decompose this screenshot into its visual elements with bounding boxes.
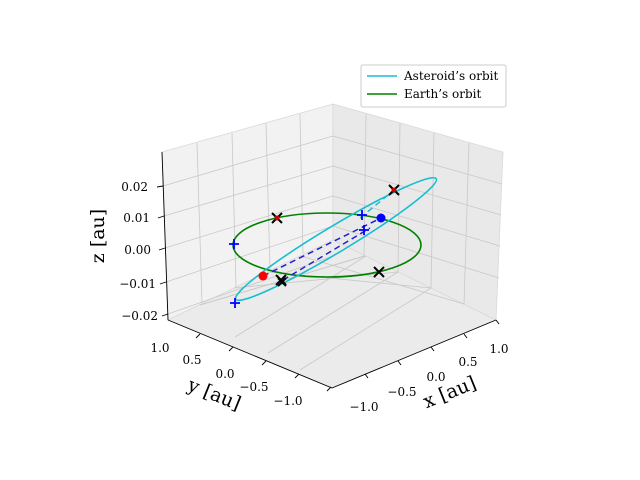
grid-line	[164, 195, 334, 249]
grid-line	[299, 113, 304, 255]
x-marker	[373, 266, 385, 278]
red-dot-marker	[274, 215, 280, 221]
plus-marker	[229, 239, 239, 249]
dashed-line-cyan	[359, 190, 394, 219]
z-tick-label: 0.01	[123, 211, 150, 225]
dashed-line-blue	[262, 217, 382, 277]
plus-marker	[230, 298, 240, 308]
dashed-line-blue	[282, 227, 371, 281]
legend-label-asteroid: Asteroid’s orbit	[403, 69, 498, 83]
z-tick-label: −0.01	[119, 277, 156, 291]
y-tick-label: −1.0	[273, 394, 302, 408]
x-tick-label: 0.5	[458, 355, 477, 369]
grid-line	[233, 271, 399, 289]
grid-line	[163, 165, 334, 217]
legend: Asteroid’s orbit Earth’s orbit	[360, 64, 507, 108]
y-axis-label: y [au]	[184, 374, 244, 415]
grid-line	[332, 225, 500, 279]
grid-line	[332, 165, 502, 216]
x-tick-label: 1.0	[489, 342, 508, 356]
x-marker	[277, 277, 287, 287]
grid-line	[265, 122, 271, 271]
grid-line	[267, 271, 399, 354]
z-tick-label: 0.02	[121, 180, 148, 194]
y-axis-line	[167, 319, 333, 389]
z-axis-line	[161, 151, 169, 321]
red-dot-marker	[391, 187, 397, 193]
grid-line	[165, 225, 334, 283]
grid-line	[162, 135, 334, 187]
dashed-lines	[262, 190, 394, 281]
grid-line	[167, 255, 334, 315]
blue-plus-markers	[229, 210, 369, 308]
plus-marker	[359, 225, 369, 235]
grid-line	[397, 122, 401, 273]
red-dot-marker	[258, 271, 268, 281]
z-tick-label: −0.02	[121, 309, 158, 323]
y-tick-labels: 1.0 0.5 0.0 −0.5 −1.0	[150, 341, 302, 408]
z-axis-label: z [au]	[87, 209, 109, 263]
y-tick-label: 1.0	[150, 341, 169, 355]
x-tick-label: −0.5	[387, 385, 416, 399]
legend-label-earth: Earth’s orbit	[404, 87, 481, 101]
grid-lines	[162, 113, 503, 371]
grid-line	[332, 195, 501, 247]
axes-panes	[161, 103, 504, 389]
x-axis-line	[331, 319, 497, 389]
y-tick-label: 0.5	[182, 353, 201, 367]
y-tick-label: −0.5	[239, 380, 268, 394]
grid-line	[234, 255, 367, 338]
blue-dot-marker	[376, 213, 386, 223]
axis-lines	[161, 151, 497, 389]
z-tick-label: 0.00	[124, 243, 151, 257]
grid-line	[299, 287, 432, 371]
legend-box	[360, 64, 507, 108]
z-tick-labels: 0.02 0.01 0.00 −0.01 −0.02	[119, 180, 158, 323]
earths-orbit-line	[232, 212, 422, 278]
tick-marks	[156, 185, 500, 392]
grid-line	[332, 135, 503, 185]
x-tick-labels: −1.0 −0.5 0.0 0.5 1.0	[349, 342, 508, 414]
y-tick-label: 0.0	[215, 367, 234, 381]
grid-line	[196, 142, 203, 304]
grid-line	[430, 132, 435, 289]
grid-line	[231, 132, 237, 288]
x-tick-label: 0.0	[426, 370, 445, 384]
plus-marker	[357, 210, 367, 220]
grid-line	[463, 142, 470, 305]
x-tick-label: −1.0	[349, 400, 378, 414]
grid-line	[300, 255, 465, 305]
